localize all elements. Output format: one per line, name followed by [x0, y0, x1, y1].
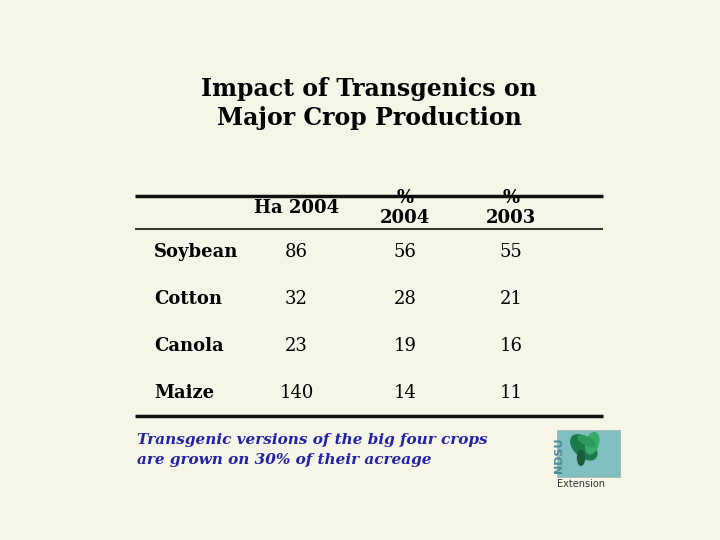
- Text: Soybean: Soybean: [154, 244, 238, 261]
- Text: 19: 19: [394, 337, 417, 355]
- Text: NDSU: NDSU: [554, 438, 564, 474]
- Text: Transgenic versions of the big four crops
are grown on 30% of their acreage: Transgenic versions of the big four crop…: [138, 433, 488, 468]
- Text: 140: 140: [279, 384, 314, 402]
- Text: 32: 32: [285, 290, 308, 308]
- Text: Cotton: Cotton: [154, 290, 222, 308]
- Text: 21: 21: [500, 290, 523, 308]
- Text: %
2003: % 2003: [486, 189, 536, 227]
- Text: Maize: Maize: [154, 384, 215, 402]
- FancyBboxPatch shape: [557, 430, 620, 477]
- Text: Impact of Transgenics on
Major Crop Production: Impact of Transgenics on Major Crop Prod…: [201, 77, 537, 130]
- Text: %
2004: % 2004: [380, 189, 431, 227]
- Ellipse shape: [577, 435, 596, 447]
- Ellipse shape: [577, 449, 585, 466]
- Text: 55: 55: [500, 244, 523, 261]
- Ellipse shape: [585, 432, 600, 455]
- Text: 86: 86: [285, 244, 308, 261]
- Text: Extension: Extension: [557, 479, 605, 489]
- Text: 56: 56: [394, 244, 417, 261]
- Text: Ha 2004: Ha 2004: [254, 199, 339, 217]
- Text: 28: 28: [394, 290, 417, 308]
- Text: Canola: Canola: [154, 337, 224, 355]
- Text: 16: 16: [500, 337, 523, 355]
- Text: 14: 14: [394, 384, 417, 402]
- Text: 11: 11: [500, 384, 523, 402]
- Ellipse shape: [570, 434, 598, 461]
- Text: 23: 23: [285, 337, 308, 355]
